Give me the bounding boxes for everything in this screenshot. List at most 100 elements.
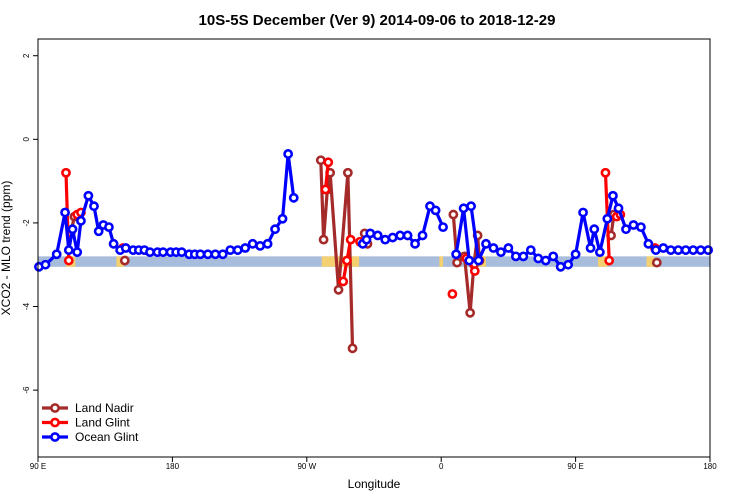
ocean-glint-point xyxy=(602,213,613,224)
ocean-glint-point xyxy=(673,245,684,255)
land-glint-point xyxy=(342,255,352,266)
ocean-glint-point xyxy=(270,224,280,235)
land-nadir-point xyxy=(465,307,476,318)
ocean-glint-point xyxy=(387,232,398,243)
ocean-glint-point xyxy=(621,224,631,235)
legend-marker xyxy=(50,403,60,413)
ocean-glint-point xyxy=(540,255,551,266)
ocean-glint-point xyxy=(277,213,288,224)
ocean-glint-point xyxy=(283,149,294,159)
chart-title: 10S-5S December (Ver 9) 2014-09-06 to 20… xyxy=(199,12,556,29)
ocean-glint-point xyxy=(658,243,669,253)
land-glint-point xyxy=(320,184,331,195)
land-nadir-point xyxy=(119,255,130,266)
legend-item-ocean-glint: Ocean Glint xyxy=(42,430,139,444)
ocean-glint-point xyxy=(643,238,654,249)
y-axis: 2 0 -2 -4 -6 xyxy=(22,53,38,394)
y-axis-label: XCO2 - MLO trend (ppm) xyxy=(0,181,13,316)
ocean-glint-point xyxy=(650,245,661,255)
ocean-glint-point xyxy=(195,249,206,260)
ocean-glint-point xyxy=(438,222,448,232)
ocean-glint-point xyxy=(395,230,406,241)
y-tick-label: -2 xyxy=(22,219,31,227)
ocean-glint-point xyxy=(63,245,74,255)
ocean-glint-point xyxy=(688,245,699,255)
x-axis: 90 E 180 90 W 0 90 E 180 xyxy=(30,457,717,471)
land-glint-point xyxy=(604,255,615,266)
ocean-glint-point xyxy=(176,247,187,258)
land-glint-point xyxy=(345,234,356,245)
ocean-glint-point xyxy=(533,253,544,264)
ocean-glint-line xyxy=(469,194,709,269)
ocean-glint-point xyxy=(496,247,506,258)
legend-marker xyxy=(50,432,60,442)
ocean-glint-point xyxy=(488,243,499,253)
ocean-glint-point xyxy=(570,249,581,260)
ocean-glint-point xyxy=(589,224,600,235)
legend-item-land-nadir: Land Nadir xyxy=(42,401,134,415)
ocean-glint-point xyxy=(680,245,691,255)
ocean-glint-point xyxy=(458,203,469,214)
land-nadir-point xyxy=(342,167,353,178)
y-tick-label: -6 xyxy=(22,386,31,394)
ocean-glint-point xyxy=(510,251,521,262)
ocean-glint-point xyxy=(145,247,155,258)
ocean-glint-point xyxy=(247,238,258,249)
land-glint-point xyxy=(600,167,611,178)
x-tick-label: 90 E xyxy=(567,462,583,471)
ocean-glint-point xyxy=(380,234,391,245)
ocean-glint-point xyxy=(262,238,273,249)
ocean-glint-point xyxy=(503,243,514,253)
ocean-glint-point xyxy=(60,207,70,218)
ocean-glint-point xyxy=(76,215,86,226)
land-glint-point xyxy=(323,157,334,168)
ocean-glint-point xyxy=(104,222,114,232)
land-nadir-point xyxy=(318,234,329,245)
land-nadir-point xyxy=(448,209,459,220)
legend-marker xyxy=(50,417,60,428)
x-tick-label: 0 xyxy=(439,462,444,471)
ocean-glint-point xyxy=(417,230,428,241)
land-band xyxy=(598,256,608,267)
ocean-glint-point xyxy=(72,247,83,258)
ocean-glint-point xyxy=(202,249,213,260)
ocean-glint-point xyxy=(40,259,51,270)
land-glint-point xyxy=(338,276,349,287)
ocean-glint-point xyxy=(466,201,476,212)
ocean-glint-point xyxy=(240,243,251,253)
plot-frame xyxy=(37,38,711,458)
y-tick-label: 2 xyxy=(22,53,31,58)
ocean-glint-point xyxy=(120,243,131,253)
land-nadir-point xyxy=(347,343,358,354)
land-glint-point xyxy=(469,266,480,276)
ocean-glint-point xyxy=(594,247,605,258)
ocean-glint-point xyxy=(410,238,420,249)
x-tick-label: 180 xyxy=(166,462,180,471)
legend-label: Land Nadir xyxy=(75,401,134,415)
ocean-glint-point xyxy=(402,230,413,241)
ocean-glint-point xyxy=(51,249,62,260)
ocean-glint-point xyxy=(430,205,441,216)
ocean-glint-point xyxy=(158,247,168,258)
land-glint-point xyxy=(61,167,71,178)
x-tick-label: 90 W xyxy=(297,462,316,471)
ocean-glint-point xyxy=(525,245,536,255)
ocean-glint-point xyxy=(578,207,588,218)
y-tick-label: -4 xyxy=(22,302,31,310)
ocean-glint-point xyxy=(255,241,266,251)
ocean-glint-point xyxy=(695,245,706,255)
legend-label: Land Glint xyxy=(75,416,130,430)
land-nadir-point xyxy=(315,155,326,166)
x-axis-label: Longitude xyxy=(348,477,401,491)
ocean-glint-point xyxy=(563,259,574,270)
ocean-glint-point xyxy=(518,251,529,262)
ocean-glint-point xyxy=(83,190,94,201)
x-tick-label: 180 xyxy=(703,462,717,471)
ocean-glint-point xyxy=(628,220,639,230)
ocean-glint-point xyxy=(217,249,228,260)
series-layer xyxy=(34,149,714,354)
series-ocean-glint xyxy=(34,149,714,272)
ocean-glint-point xyxy=(372,230,383,241)
land-band xyxy=(439,256,444,267)
